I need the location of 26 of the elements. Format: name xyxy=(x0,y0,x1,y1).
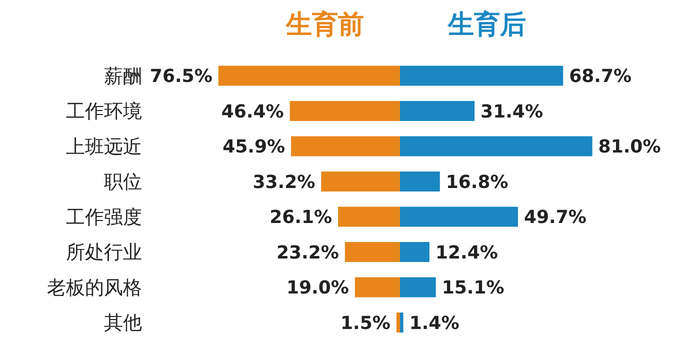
y-tick-label: 薪酬 xyxy=(104,65,142,88)
data-label: 33.2% xyxy=(252,172,316,193)
data-label: 19.0% xyxy=(286,278,349,299)
data-label: 46.4% xyxy=(221,101,284,122)
data-label: 81.0% xyxy=(598,136,661,158)
y-tick-label: 其他 xyxy=(104,312,142,334)
y-tick-label: 职位 xyxy=(104,171,142,194)
y-tick-label: 工作强度 xyxy=(66,206,142,228)
data-label: 31.4% xyxy=(480,101,543,122)
y-tick-label: 老板的风格 xyxy=(47,276,142,299)
chart-title: 生育前 xyxy=(284,9,365,42)
data-label: 23.2% xyxy=(276,242,339,264)
chart-title: 生育后 xyxy=(446,9,527,42)
data-label: 15.1% xyxy=(442,278,504,299)
data-label: 76.5% xyxy=(150,66,212,88)
y-tick-label: 所处行业 xyxy=(66,242,142,264)
data-label: 12.4% xyxy=(435,242,498,264)
data-label: 68.7% xyxy=(569,66,632,88)
y-tick-label: 上班远近 xyxy=(66,136,142,158)
data-label: 49.7% xyxy=(524,207,586,228)
data-label: 26.1% xyxy=(270,207,332,228)
data-label: 16.8% xyxy=(446,172,508,193)
data-label: 1.4% xyxy=(409,312,460,334)
y-tick-label: 工作环境 xyxy=(66,100,142,123)
data-label: 1.5% xyxy=(340,312,390,334)
data-label: 45.9% xyxy=(222,136,286,158)
